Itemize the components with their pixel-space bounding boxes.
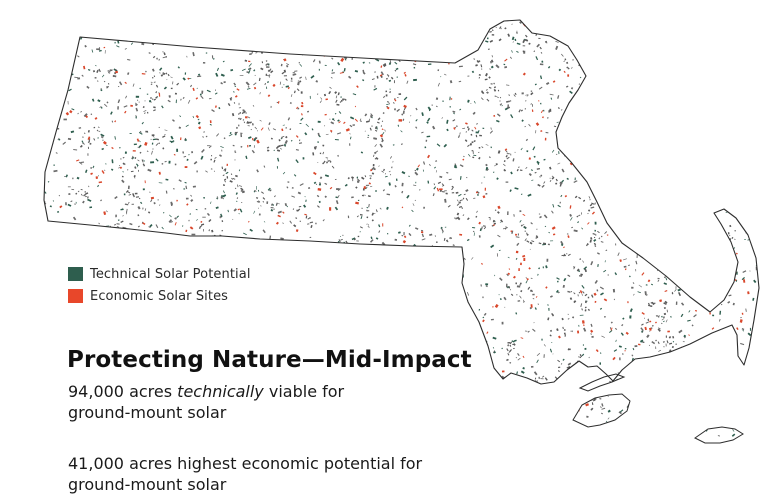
stat-technical-emphasis: technically: [177, 382, 264, 401]
stat-technical-line2: ground-mount solar: [68, 403, 227, 422]
stat-economic-value: 41,000: [68, 454, 124, 473]
nantucket-outline: [694, 426, 744, 444]
stat-technical-value: 94,000: [68, 382, 124, 401]
economic-swatch: [68, 289, 83, 303]
legend-label-technical: Technical Solar Potential: [90, 266, 251, 282]
map-legend: Technical Solar Potential Economic Solar…: [68, 264, 251, 308]
legend-label-economic: Economic Solar Sites: [90, 288, 229, 304]
stat-economic-text-a: acres highest economic potential for: [129, 454, 423, 473]
marthas-vineyard-outline: [572, 393, 631, 428]
stat-technical-text-a: acres: [129, 382, 178, 401]
stat-economic: 41,000 acres highest economic potential …: [68, 453, 422, 495]
page-title: Protecting Nature—Mid-Impact: [67, 347, 472, 373]
technical-swatch: [68, 267, 83, 281]
stat-technical: 94,000 acres technically viable for grou…: [68, 381, 344, 423]
mainland-outline: [43, 19, 760, 385]
stat-economic-line1: 41,000 acres highest economic potential …: [68, 453, 422, 474]
stat-economic-line2: ground-mount solar: [68, 475, 227, 494]
legend-item-economic: Economic Solar Sites: [68, 286, 251, 306]
legend-item-technical: Technical Solar Potential: [68, 264, 251, 284]
state-outline: [43, 19, 760, 444]
elizabeth-islands-outline: [578, 373, 626, 392]
stat-technical-text-b: viable for: [263, 382, 345, 401]
stat-technical-line1: 94,000 acres technically viable for: [68, 381, 344, 402]
